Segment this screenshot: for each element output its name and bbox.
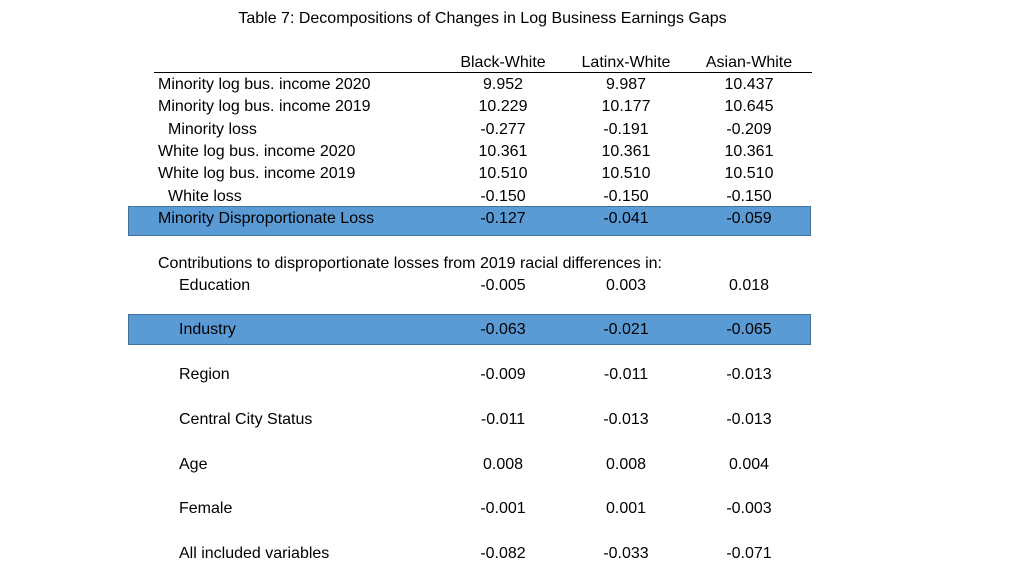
table-row: White log bus. income 2020 10.361 10.361… [0, 141, 1024, 163]
column-header-row: Black-White Latinx-White Asian-White [0, 52, 1024, 74]
table-row-disproportionate-loss: Minority Disproportionate Loss -0.127 -0… [0, 208, 1024, 230]
row-label: Minority log bus. income 2020 [158, 76, 371, 93]
cell-black-white: -0.005 [480, 277, 526, 294]
cell-black-white: -0.009 [480, 366, 526, 383]
cell-asian-white: -0.065 [726, 321, 772, 338]
cell-latinx-white: -0.191 [603, 121, 649, 138]
table-row: All included variables -0.082 -0.033 -0.… [0, 543, 1024, 565]
contributions-heading: Contributions to disproportionate losses… [158, 255, 662, 272]
table-row-industry: Industry -0.063 -0.021 -0.065 [0, 319, 1024, 341]
cell-asian-white: -0.209 [726, 121, 772, 138]
table-row: Education -0.005 0.003 0.018 [0, 275, 1024, 297]
cell-latinx-white: 10.510 [601, 165, 651, 182]
row-label: White log bus. income 2019 [158, 165, 356, 182]
row-label: Minority Disproportionate Loss [158, 210, 375, 227]
row-label: Region [179, 366, 230, 383]
cell-black-white: 9.952 [482, 76, 524, 93]
row-label: Minority log bus. income 2019 [158, 98, 371, 115]
table-row: Minority log bus. income 2019 10.229 10.… [0, 96, 1024, 118]
row-label: White log bus. income 2020 [158, 143, 356, 160]
table-row: White loss -0.150 -0.150 -0.150 [0, 186, 1024, 208]
cell-asian-white: -0.003 [726, 500, 772, 517]
cell-black-white: -0.082 [480, 545, 526, 562]
table-row: White log bus. income 2019 10.510 10.510… [0, 163, 1024, 185]
section-heading-row: Contributions to disproportionate losses… [0, 253, 1024, 275]
cell-asian-white: 10.510 [724, 165, 774, 182]
row-label: Age [179, 456, 208, 473]
cell-asian-white: 10.361 [724, 143, 774, 160]
cell-black-white: -0.150 [480, 188, 526, 205]
cell-black-white: -0.011 [480, 411, 526, 428]
row-label: Minority loss [168, 121, 257, 138]
cell-latinx-white: 9.987 [605, 76, 647, 93]
column-header-latinx-white: Latinx-White [581, 54, 671, 71]
cell-latinx-white: 10.361 [601, 143, 651, 160]
cell-latinx-white: 0.008 [605, 456, 647, 473]
cell-asian-white: 0.018 [728, 277, 770, 294]
highlight-industry [128, 314, 811, 345]
column-header-asian-white: Asian-White [705, 54, 793, 71]
table-row: Minority loss -0.277 -0.191 -0.209 [0, 119, 1024, 141]
cell-black-white: 0.008 [482, 456, 524, 473]
column-header-black-white: Black-White [460, 54, 546, 71]
cell-latinx-white: -0.021 [603, 321, 649, 338]
cell-latinx-white: 10.177 [601, 98, 651, 115]
cell-black-white: -0.001 [480, 500, 526, 517]
cell-latinx-white: 0.003 [605, 277, 647, 294]
row-label: Central City Status [179, 411, 313, 428]
cell-asian-white: -0.150 [726, 188, 772, 205]
cell-asian-white: 10.437 [724, 76, 774, 93]
cell-latinx-white: -0.033 [603, 545, 649, 562]
cell-latinx-white: -0.013 [603, 411, 649, 428]
row-label: White loss [168, 188, 242, 205]
cell-black-white: 10.361 [478, 143, 528, 160]
table-title: Table 7: Decompositions of Changes in Lo… [238, 10, 727, 27]
row-label: Female [179, 500, 233, 517]
cell-black-white: 10.229 [478, 98, 528, 115]
cell-asian-white: -0.013 [726, 366, 772, 383]
cell-black-white: -0.277 [480, 121, 526, 138]
cell-black-white: 10.510 [478, 165, 528, 182]
table-row: Region -0.009 -0.011 -0.013 [0, 364, 1024, 386]
cell-asian-white: -0.013 [726, 411, 772, 428]
cell-black-white: -0.063 [480, 321, 526, 338]
cell-latinx-white: 0.001 [605, 500, 647, 517]
table-row: Minority log bus. income 2020 9.952 9.98… [0, 74, 1024, 96]
table-row: Central City Status -0.011 -0.013 -0.013 [0, 409, 1024, 431]
cell-latinx-white: -0.150 [603, 188, 649, 205]
row-label: All included variables [179, 545, 330, 562]
table-row: Age 0.008 0.008 0.004 [0, 454, 1024, 476]
cell-asian-white: -0.071 [726, 545, 772, 562]
cell-asian-white: 0.004 [728, 456, 770, 473]
row-label: Industry [179, 321, 236, 338]
cell-latinx-white: -0.041 [603, 210, 649, 227]
cell-asian-white: -0.059 [726, 210, 772, 227]
table-row: Female -0.001 0.001 -0.003 [0, 498, 1024, 520]
cell-asian-white: 10.645 [724, 98, 774, 115]
highlight-disproportionate-loss [128, 206, 811, 236]
row-label: Education [179, 277, 251, 294]
cell-latinx-white: -0.011 [603, 366, 649, 383]
cell-black-white: -0.127 [480, 210, 526, 227]
header-rule [154, 72, 812, 73]
